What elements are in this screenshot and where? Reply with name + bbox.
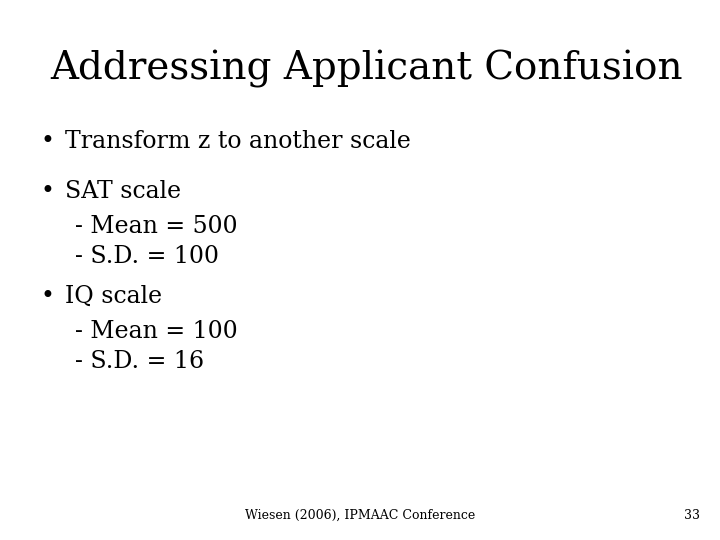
Text: - Mean = 100: - Mean = 100 xyxy=(75,320,238,343)
Text: SAT scale: SAT scale xyxy=(65,180,181,203)
Text: •: • xyxy=(40,285,54,308)
Text: •: • xyxy=(40,130,54,153)
Text: IQ scale: IQ scale xyxy=(65,285,162,308)
Text: - S.D. = 16: - S.D. = 16 xyxy=(75,350,204,373)
Text: Wiesen (2006), IPMAAC Conference: Wiesen (2006), IPMAAC Conference xyxy=(245,509,475,522)
Text: Transform z to another scale: Transform z to another scale xyxy=(65,130,411,153)
Text: Addressing Applicant Confusion: Addressing Applicant Confusion xyxy=(50,50,683,88)
Text: - S.D. = 100: - S.D. = 100 xyxy=(75,245,219,268)
Text: •: • xyxy=(40,180,54,203)
Text: 33: 33 xyxy=(684,509,700,522)
Text: - Mean = 500: - Mean = 500 xyxy=(75,215,238,238)
